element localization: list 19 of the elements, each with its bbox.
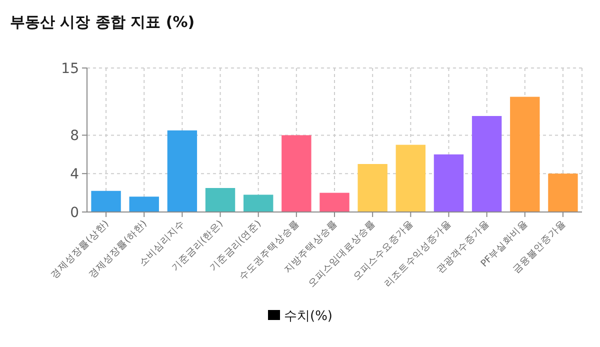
bar bbox=[243, 194, 274, 212]
y-tick-label: 0 bbox=[70, 205, 79, 221]
bar bbox=[472, 116, 502, 212]
bar bbox=[320, 192, 350, 212]
bar bbox=[205, 188, 236, 212]
y-tick-label: 15 bbox=[61, 61, 79, 77]
bar bbox=[434, 154, 464, 212]
bar bbox=[91, 190, 121, 212]
bar bbox=[396, 144, 426, 212]
bar bbox=[282, 135, 312, 212]
bar bbox=[129, 196, 159, 212]
bar bbox=[510, 96, 540, 212]
bar bbox=[548, 174, 578, 212]
y-tick-label: 4 bbox=[70, 166, 80, 183]
bar bbox=[358, 164, 388, 212]
legend: 수치(%) bbox=[268, 309, 332, 324]
y-tick-label: 8 bbox=[70, 128, 79, 144]
bar bbox=[167, 130, 198, 212]
chart-title: 부동산 시장 종합 지표 (%) bbox=[10, 13, 195, 31]
